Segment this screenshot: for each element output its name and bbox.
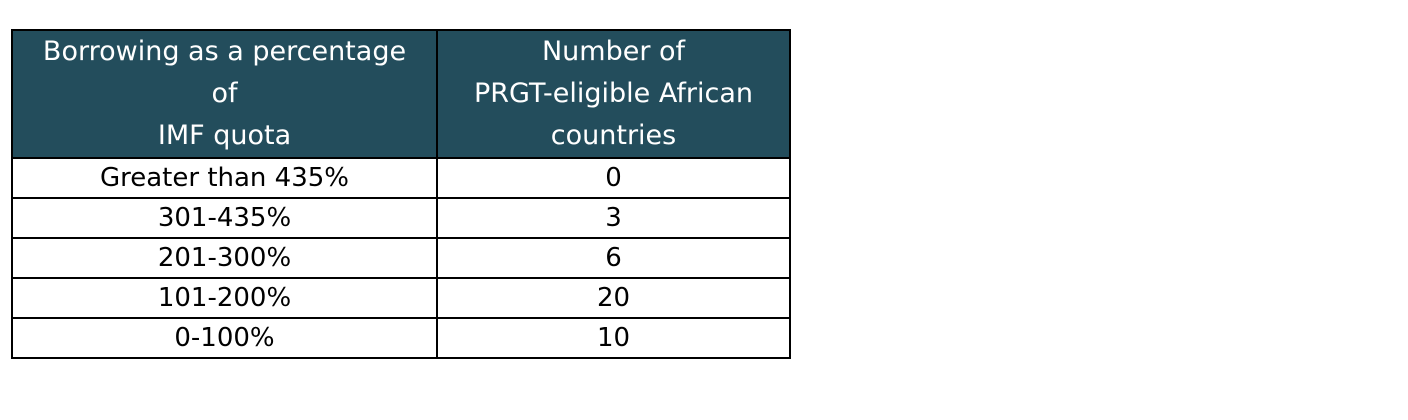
header-borrowing-percentage: Borrowing as a percentage of IMF quota	[11, 29, 438, 159]
header-row: Borrowing as a percentage of IMF quota N…	[11, 29, 791, 159]
header-countries-line-1: Number of	[541, 36, 686, 67]
table-row: Greater than 435% 0	[11, 157, 791, 199]
header-borrowing-line-2: of	[211, 78, 238, 109]
row-5-count-cell: 10	[436, 317, 791, 359]
row-5-range-cell: 0-100%	[11, 317, 438, 359]
row-1-count-cell: 0	[436, 157, 791, 199]
header-number-of-countries: Number of PRGT-eligible African countrie…	[436, 29, 791, 159]
header-countries-line-3: countries	[550, 120, 677, 151]
row-3-count-cell: 6	[436, 237, 791, 279]
row-2-count-cell: 3	[436, 197, 791, 239]
header-borrowing-line-1: Borrowing as a percentage	[42, 36, 407, 67]
table-row: 101-200% 20	[11, 277, 791, 319]
header-borrowing-line-3: IMF quota	[157, 120, 292, 151]
row-1-range-cell: Greater than 435%	[11, 157, 438, 199]
table-row: 301-435% 3	[11, 197, 791, 239]
row-2-range-cell: 301-435%	[11, 197, 438, 239]
row-3-range-cell: 201-300%	[11, 237, 438, 279]
table-row: 201-300% 6	[11, 237, 791, 279]
table-row: 0-100% 10	[11, 317, 791, 359]
row-4-count-cell: 20	[436, 277, 791, 319]
row-4-range-cell: 101-200%	[11, 277, 438, 319]
header-countries-line-2: PRGT-eligible African	[474, 78, 753, 109]
data-table: Borrowing as a percentage of IMF quota N…	[11, 29, 791, 359]
table-container: Borrowing as a percentage of IMF quota N…	[11, 29, 791, 359]
